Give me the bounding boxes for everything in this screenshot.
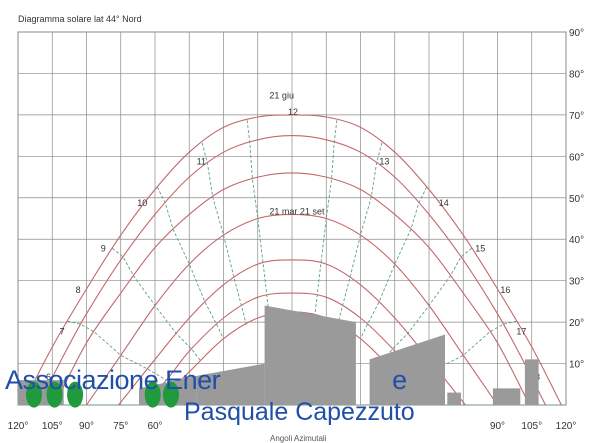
trees <box>25 381 179 408</box>
hour-label: 17 <box>516 327 526 337</box>
hour-label: 12 <box>288 107 298 117</box>
hour-line <box>360 186 428 339</box>
obstacles <box>18 305 539 405</box>
hour-label: 6 <box>46 372 51 382</box>
hour-label: 8 <box>76 285 81 295</box>
tree-shape <box>25 381 42 408</box>
association-watermark-line1: Associazione Ener e <box>5 365 407 396</box>
hour-line <box>337 142 383 326</box>
tree-shape <box>144 381 161 408</box>
hour-label: 14 <box>439 198 449 208</box>
altitude-tick-label: 30° <box>569 277 584 288</box>
altitude-tick-label: 60° <box>569 152 584 163</box>
hour-line <box>246 120 270 316</box>
hour-label: 16 <box>500 285 510 295</box>
obstacle-shape <box>264 305 356 405</box>
altitude-tick-label: 20° <box>569 318 584 329</box>
azimuth-tick-label: 120° <box>8 421 29 432</box>
obstacle-shape <box>492 388 521 405</box>
azimuth-tick-label: 120° <box>556 421 577 432</box>
curve-label: 21 giu <box>269 90 294 100</box>
altitude-tick-label: 50° <box>569 194 584 205</box>
tree-shape <box>67 381 84 408</box>
sun-path-curve <box>118 259 466 406</box>
sun-path-curve <box>54 172 530 406</box>
hour-label: 10 <box>137 198 147 208</box>
altitude-tick-label: 80° <box>569 69 584 80</box>
altitude-tick-label: 70° <box>569 111 584 122</box>
author-watermark: Pasquale Capezzuto <box>184 398 415 426</box>
sun-path-curve <box>38 135 546 406</box>
hour-label: 9 <box>101 244 106 254</box>
tree-shape <box>162 381 179 408</box>
hour-line <box>156 186 224 339</box>
obstacle-shape <box>196 363 265 405</box>
hour-label: 13 <box>379 157 389 167</box>
hour-label: 7 <box>60 327 65 337</box>
azimuth-tick-label: 90° <box>490 421 505 432</box>
association-text-left: Associazione Ener <box>5 365 221 395</box>
hour-line <box>201 142 247 326</box>
diagram-title: Diagramma solare lat 44° Nord <box>18 14 142 24</box>
azimuth-tick-label: 60° <box>147 421 162 432</box>
obstacle-shape <box>447 392 461 405</box>
obstacle-shape <box>524 359 539 405</box>
hour-line <box>382 247 472 362</box>
azimuth-tick-label: 105° <box>521 421 542 432</box>
sun-path-curve <box>22 114 562 406</box>
xlabel-backdrop <box>170 420 480 443</box>
x-axis-label: Angoli Azimutali <box>270 434 327 443</box>
obstacle-shape <box>369 334 445 405</box>
hour-label: 11 <box>197 157 206 167</box>
hour-line <box>112 247 202 362</box>
azimuth-tick-label: 105° <box>42 421 63 432</box>
azimuth-tick-label: 90° <box>79 421 94 432</box>
altitude-tick-label: 90° <box>569 28 584 39</box>
curve-label: 21 mar 21 set <box>269 206 325 216</box>
azimuth-tick-label: 75° <box>113 421 128 432</box>
hour-line <box>314 120 338 316</box>
hour-label: 15 <box>475 244 485 254</box>
hour-line <box>67 320 178 384</box>
tree-shape <box>46 381 63 408</box>
association-text-right: e <box>392 365 407 395</box>
altitude-tick-label: 10° <box>569 360 584 371</box>
altitude-tick-label: 40° <box>569 235 584 246</box>
